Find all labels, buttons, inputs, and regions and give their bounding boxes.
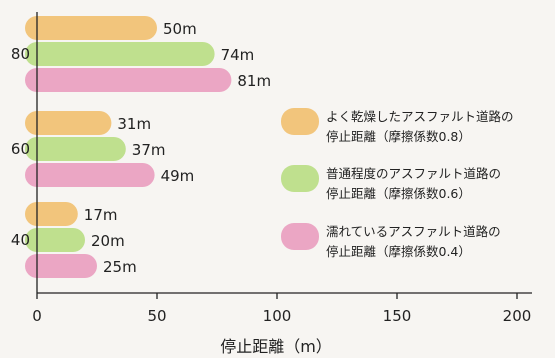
data-label-series3-40: 25m (103, 258, 137, 276)
x-tick-label-200: 200 (503, 307, 532, 325)
bar-series3-40 (25, 254, 97, 278)
legend-swatch-series2 (281, 165, 319, 192)
data-label-series2-60: 37m (132, 141, 166, 159)
x-ticks-group: 0 50 100 150 200 (32, 293, 531, 325)
legend-swatch-series3 (281, 223, 319, 250)
x-tick-label-0: 0 (32, 307, 42, 325)
y-tick-label-60: 60 (11, 140, 30, 158)
y-tick-label-80: 80 (11, 45, 30, 63)
x-tick-label-100: 100 (263, 307, 292, 325)
bar-series2-80 (25, 42, 215, 66)
bar-series1-60 (25, 111, 112, 135)
bar-series1-80 (25, 16, 157, 40)
bar-series2-40 (25, 228, 85, 252)
legend-text-series2-line1: 普通程度のアスファルト道路の (326, 166, 501, 181)
bars-group: 50m 74m 81m 31m 37m 49m 17m 20m 25m (25, 16, 271, 278)
legend-text-series3-line1: 濡れているアスファルト道路の (326, 224, 501, 239)
data-label-series1-80: 50m (163, 20, 197, 38)
data-label-series1-60: 31m (117, 115, 151, 133)
x-axis-label: 停止距離（m） (220, 337, 332, 356)
data-label-series3-80: 81m (237, 72, 271, 90)
legend-swatch-series1 (281, 108, 319, 135)
bar-series3-60 (25, 163, 155, 187)
bar-series1-40 (25, 202, 78, 226)
data-label-series2-80: 74m (221, 46, 255, 64)
legend-text-series2-line2: 停止距離（摩擦係数0.6） (326, 186, 471, 201)
legend-text-series3-line2: 停止距離（摩擦係数0.4） (326, 244, 471, 259)
bar-series2-60 (25, 137, 126, 161)
data-label-series1-40: 17m (84, 206, 118, 224)
axes-group (36, 12, 532, 294)
legend-text-series1-line2: 停止距離（摩擦係数0.8） (326, 129, 471, 144)
x-tick-label-50: 50 (147, 307, 166, 325)
data-label-series3-60: 49m (161, 167, 195, 185)
x-tick-label-150: 150 (383, 307, 412, 325)
y-tick-label-40: 40 (11, 231, 30, 249)
legend-text-series1-line1: よく乾燥したアスファルト道路の (326, 109, 514, 124)
bar-series3-80 (25, 68, 232, 92)
y-ticks-group: 80 60 40 (11, 45, 30, 249)
data-label-series2-40: 20m (91, 232, 125, 250)
